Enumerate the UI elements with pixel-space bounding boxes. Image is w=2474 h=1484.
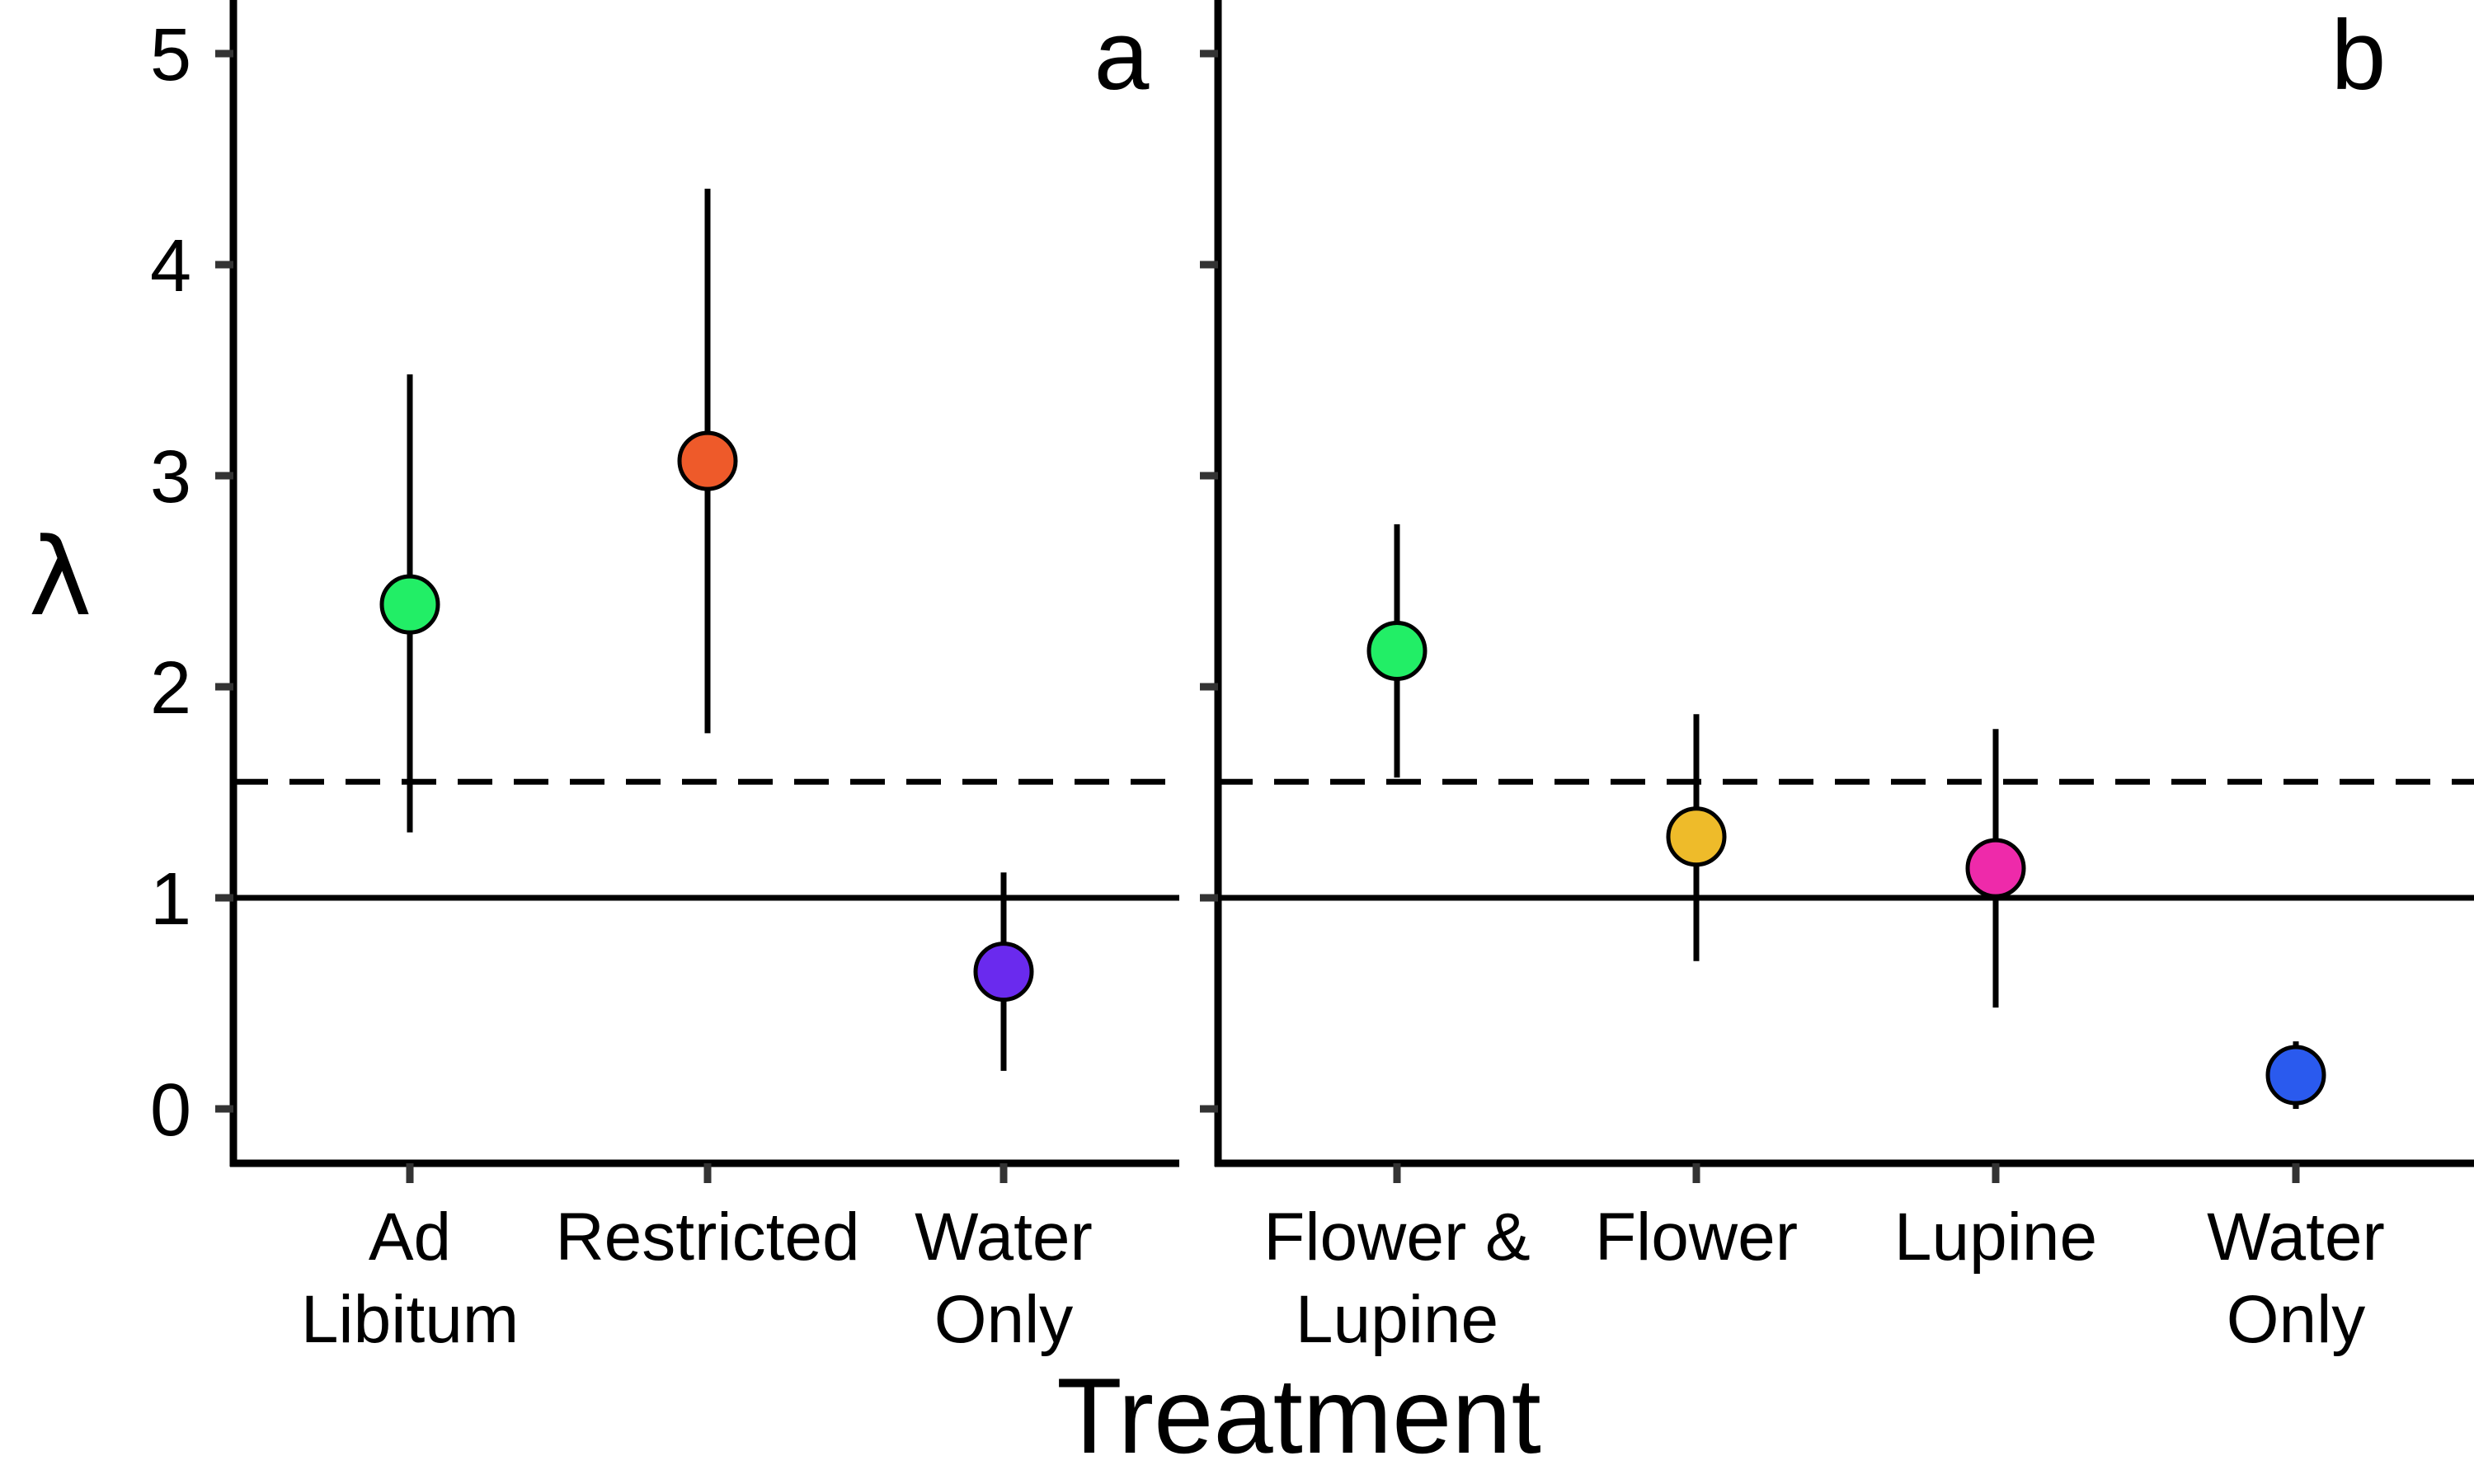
data-point xyxy=(973,942,1034,1003)
x-tick-label: Ad Libitum xyxy=(301,1200,519,1357)
x-tick-label: Water Only xyxy=(915,1200,1093,1357)
x-tick-label: Lupine xyxy=(1894,1200,2097,1275)
panel-label: a xyxy=(1094,0,1150,110)
x-tick-label-line: Lupine xyxy=(1296,1282,1498,1357)
x-tick-label-line: Water xyxy=(915,1200,1093,1275)
y-axis-title: λ xyxy=(29,514,92,640)
x-tick-label-line: Only xyxy=(2227,1282,2366,1357)
panel-label: b xyxy=(2331,0,2387,110)
y-axis: 0 1 2 3 4 5 xyxy=(150,14,191,1152)
data-point xyxy=(1965,838,2026,899)
x-tick-label-line: Only xyxy=(934,1282,1074,1357)
data-point xyxy=(1366,620,1427,681)
x-tick-label-line: Flower & xyxy=(1263,1200,1531,1275)
x-tick-label: Flower xyxy=(1595,1200,1798,1275)
x-tick-label: Water Only xyxy=(2207,1200,2385,1357)
x-tick-label: Restricted xyxy=(555,1200,859,1275)
x-tick-label-line: Water xyxy=(2207,1200,2385,1275)
y-tick-label: 3 xyxy=(150,436,191,519)
x-tick-label: Flower & Lupine xyxy=(1263,1200,1531,1357)
y-tick-label: 4 xyxy=(150,225,191,308)
y-tick-label: 2 xyxy=(150,647,191,730)
x-axis-title: Treatment xyxy=(1056,1355,1541,1476)
data-point xyxy=(379,574,440,635)
y-tick-label: 5 xyxy=(150,14,191,96)
y-tick-label: 0 xyxy=(150,1069,191,1152)
x-tick-label-line: Flower xyxy=(1595,1200,1798,1275)
x-tick-label-line: Ad xyxy=(369,1200,451,1275)
data-point xyxy=(677,430,738,491)
panel-a: a Ad Libitum Restricted Water Only xyxy=(215,0,1179,1357)
data-point xyxy=(1666,806,1727,867)
data-point xyxy=(2265,1045,2326,1106)
x-tick-label-line: Restricted xyxy=(555,1200,859,1275)
x-tick-label-line: Libitum xyxy=(301,1282,519,1357)
x-tick-label-line: Lupine xyxy=(1894,1200,2097,1275)
y-tick-label: 1 xyxy=(150,858,191,941)
